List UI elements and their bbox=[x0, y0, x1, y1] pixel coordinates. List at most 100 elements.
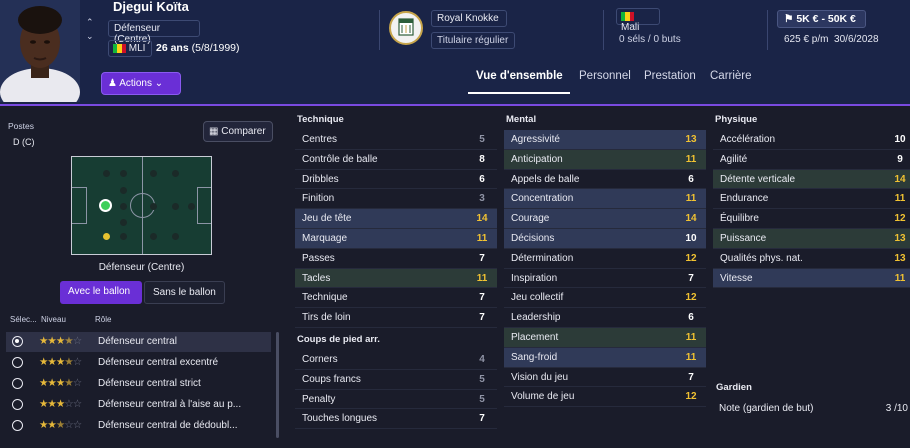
role-radio[interactable] bbox=[12, 420, 23, 431]
attribute-row[interactable]: Endurance 11 bbox=[713, 189, 910, 210]
attribute-row[interactable]: Passes 7 bbox=[295, 249, 497, 269]
position-dot[interactable] bbox=[150, 233, 157, 240]
attribute-row[interactable]: Anticipation 11 bbox=[504, 149, 706, 170]
position-dot[interactable] bbox=[188, 203, 195, 210]
attribute-row[interactable]: Sang-froid 11 bbox=[504, 347, 706, 368]
previous-player-chevron-icon[interactable]: ⌃ bbox=[86, 17, 94, 27]
attribute-row[interactable]: Qualités phys. nat. 13 bbox=[713, 249, 910, 269]
role-row[interactable]: ★★★★☆ Défenseur central bbox=[6, 332, 271, 352]
attribute-value: 14 bbox=[894, 173, 906, 185]
position-dot[interactable] bbox=[172, 233, 179, 240]
attribute-row[interactable]: Agressivité 13 bbox=[504, 130, 706, 150]
position-dot[interactable] bbox=[120, 187, 127, 194]
next-player-chevron-icon[interactable]: ⌄ bbox=[86, 31, 94, 41]
column-header-select[interactable]: Sélec... bbox=[10, 315, 37, 324]
attribute-row[interactable]: Technique 7 bbox=[295, 288, 497, 309]
star-icon: ★ bbox=[47, 335, 56, 347]
attribute-name: Coups francs bbox=[302, 373, 361, 385]
attribute-row[interactable]: Tirs de loin 7 bbox=[295, 308, 497, 328]
attribute-row[interactable]: Détente verticale 14 bbox=[713, 169, 910, 190]
attribute-name: Tirs de loin bbox=[302, 312, 351, 324]
role-row[interactable]: ★★★★☆ Défenseur central strict bbox=[6, 374, 271, 394]
role-row[interactable]: ★★★☆☆ Défenseur central de dédoubl... bbox=[6, 416, 271, 436]
attribute-row[interactable]: Jeu de tête 14 bbox=[295, 209, 497, 229]
position-dot-secondary[interactable] bbox=[103, 233, 110, 240]
attribute-name: Inspiration bbox=[511, 272, 558, 284]
tab-overview[interactable]: Vue d'ensemble bbox=[476, 70, 563, 82]
tab-career[interactable]: Carrière bbox=[710, 70, 752, 82]
attribute-value: 12 bbox=[685, 292, 697, 304]
position-dot[interactable] bbox=[120, 203, 127, 210]
attribute-row[interactable]: Corners 4 bbox=[295, 350, 497, 370]
column-header-level[interactable]: Niveau bbox=[41, 315, 66, 324]
attribute-row[interactable]: Contrôle de balle 8 bbox=[295, 150, 497, 170]
goalkeeper-title: Gardien bbox=[716, 382, 752, 393]
attribute-value: 6 bbox=[688, 173, 694, 185]
tab-performance[interactable]: Prestation bbox=[644, 70, 696, 82]
header-accent-line bbox=[0, 104, 910, 106]
position-dot[interactable] bbox=[150, 170, 157, 177]
attribute-row[interactable]: Coups francs 5 bbox=[295, 370, 497, 390]
attribute-row[interactable]: Tacles 11 bbox=[295, 268, 497, 289]
attribute-row[interactable]: Décisions 10 bbox=[504, 228, 706, 249]
attribute-value: 12 bbox=[685, 252, 697, 264]
attribute-row[interactable]: Équilibre 12 bbox=[713, 209, 910, 229]
position-dot[interactable] bbox=[172, 170, 179, 177]
position-dot[interactable] bbox=[120, 170, 127, 177]
actions-button[interactable]: ♟ Actions ⌄ bbox=[101, 72, 181, 95]
role-row[interactable]: ★★★★☆ Défenseur central excentré bbox=[6, 353, 271, 373]
attribute-row[interactable]: Puissance 13 bbox=[713, 228, 910, 249]
roles-scrollbar[interactable] bbox=[276, 332, 279, 438]
attribute-row[interactable]: Détermination 12 bbox=[504, 249, 706, 269]
attribute-value: 13 bbox=[685, 134, 697, 145]
attribute-value: 11 bbox=[685, 331, 697, 343]
attribute-row[interactable]: Leadership 6 bbox=[504, 308, 706, 328]
attribute-row[interactable]: Vision du jeu 7 bbox=[504, 368, 706, 388]
attribute-row[interactable]: Jeu collectif 12 bbox=[504, 288, 706, 309]
position-pitch[interactable] bbox=[71, 156, 212, 255]
attribute-name: Accélération bbox=[720, 134, 776, 145]
international-country[interactable]: Mali bbox=[616, 8, 660, 33]
attribute-row[interactable]: Centres 5 bbox=[295, 130, 497, 150]
selected-position-marker[interactable] bbox=[99, 199, 112, 212]
with-ball-button[interactable]: Avec le ballon bbox=[60, 281, 142, 304]
role-row[interactable]: ★★★☆☆ Défenseur central à l'aise au p... bbox=[6, 395, 271, 415]
empty-star-icon: ☆ bbox=[64, 398, 73, 410]
attribute-value: 11 bbox=[894, 193, 906, 205]
position-dot[interactable] bbox=[120, 219, 127, 226]
attribute-row[interactable]: Concentration 11 bbox=[504, 189, 706, 210]
compare-button[interactable]: ▦ Comparer bbox=[203, 121, 273, 142]
attribute-row[interactable]: Agilité 9 bbox=[713, 150, 910, 170]
position-dot[interactable] bbox=[120, 233, 127, 240]
attribute-row[interactable]: Volume de jeu 12 bbox=[504, 387, 706, 408]
attribute-row[interactable]: Touches longues 7 bbox=[295, 409, 497, 430]
attribute-row[interactable]: Inspiration 7 bbox=[504, 269, 706, 289]
column-header-role[interactable]: Rôle bbox=[95, 315, 112, 324]
attribute-row[interactable]: Dribbles 6 bbox=[295, 170, 497, 190]
role-radio[interactable] bbox=[12, 399, 23, 410]
attribute-row[interactable]: Marquage 11 bbox=[295, 228, 497, 249]
attribute-row[interactable]: Penalty 5 bbox=[295, 390, 497, 410]
attribute-row[interactable]: Placement 11 bbox=[504, 327, 706, 348]
position-dot[interactable] bbox=[172, 203, 179, 210]
club-name[interactable]: Royal Knokke bbox=[431, 10, 507, 27]
tab-personal[interactable]: Personnel bbox=[579, 70, 631, 82]
attribute-name: Vitesse bbox=[720, 272, 753, 284]
attribute-row[interactable]: Vitesse 11 bbox=[713, 268, 910, 289]
attribute-row[interactable]: Courage 14 bbox=[504, 209, 706, 229]
role-radio[interactable] bbox=[12, 357, 23, 368]
role-radio[interactable] bbox=[12, 378, 23, 389]
pitch-caption: Défenseur (Centre) bbox=[98, 262, 185, 273]
position-dot[interactable] bbox=[150, 203, 157, 210]
position-dot[interactable] bbox=[103, 170, 110, 177]
attribute-name: Appels de balle bbox=[511, 173, 580, 185]
attribute-row[interactable]: Accélération 10 bbox=[713, 130, 910, 150]
star-icon: ★ bbox=[47, 377, 56, 389]
attribute-row[interactable]: Appels de balle 6 bbox=[504, 170, 706, 190]
without-ball-button[interactable]: Sans le ballon bbox=[144, 281, 225, 304]
role-radio[interactable] bbox=[12, 336, 23, 347]
attribute-value: 13 bbox=[894, 252, 906, 264]
club-crest-icon[interactable] bbox=[389, 11, 423, 45]
attribute-row[interactable]: Finition 3 bbox=[295, 189, 497, 210]
role-star-rating: ★★★★☆ bbox=[39, 356, 82, 368]
